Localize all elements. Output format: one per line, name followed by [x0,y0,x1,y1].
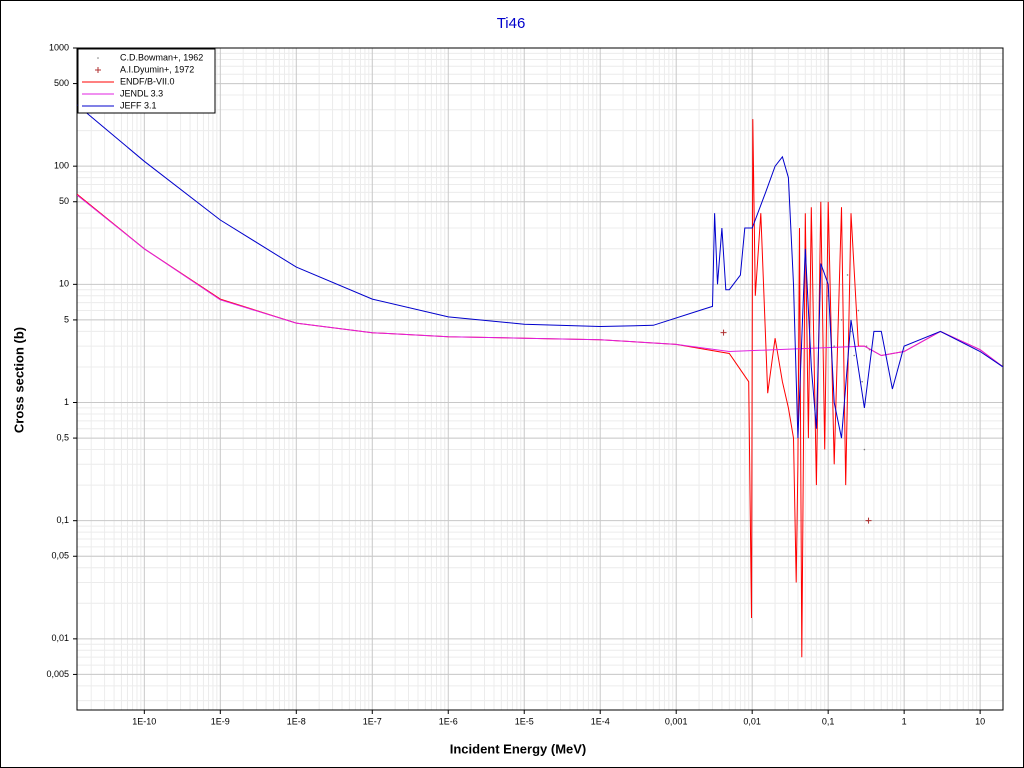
y-tick-label: 0,05 [51,551,69,561]
data-point [857,309,860,312]
x-tick-label: 1 [902,716,907,726]
legend-box [77,48,216,114]
x-tick-label: 0,01 [743,716,761,726]
chart-title: Ti46 [497,15,526,32]
y-tick-label: 1000 [49,42,69,52]
data-point [833,345,835,347]
y-tick-label: 50 [59,196,69,206]
y-tick-label: 100 [54,161,69,171]
legend-swatch [97,57,99,59]
legend-label: JEFF 3.1 [120,100,157,110]
legend-label: C.D.Bowman+, 1962 [120,52,203,62]
legend-label: ENDF/B-VII.0 [120,76,175,86]
data-point [861,380,863,383]
x-tick-label: 1E-7 [363,716,382,726]
plot [77,104,1003,658]
x-tick-label: 1E-10 [132,716,156,726]
y-tick-label: 0,5 [56,432,69,442]
x-tick-label: 1E-4 [591,716,610,726]
y-tick-label: 0,1 [56,515,69,525]
x-tick-label: 0,1 [822,716,835,726]
x-tick-label: 10 [975,716,985,726]
data-point [863,448,866,451]
data-point [846,274,849,276]
legend-label: JENDL 3.3 [120,88,163,98]
x-axis-label: Incident Energy (MeV) [450,741,587,756]
x-tick-label: 0,001 [665,716,688,726]
data-point [720,329,727,336]
y-tick-label: 5 [64,314,69,324]
y-tick-label: 0,005 [46,669,69,679]
legend-swatch [95,67,101,73]
data-point [850,330,852,333]
series-line [77,194,1003,368]
x-tick-label: 1E-8 [287,716,306,726]
y-axis-label: Cross section (b) [11,327,26,433]
x-tick-label: 1E-9 [211,716,230,726]
y-tick-label: 10 [59,279,69,289]
legend-label: A.I.Dyumin+, 1972 [120,64,194,74]
series-line [77,104,1003,439]
plot-area [76,47,1004,711]
x-tick-label: 1E-6 [439,716,458,726]
data-point [865,517,872,524]
data-point [853,354,855,357]
y-tick-label: 0,01 [51,633,69,643]
data-point [840,319,843,321]
y-tick-label: 500 [54,78,69,88]
x-tick-label: 1E-5 [515,716,534,726]
y-tick-label: 1 [64,397,69,407]
